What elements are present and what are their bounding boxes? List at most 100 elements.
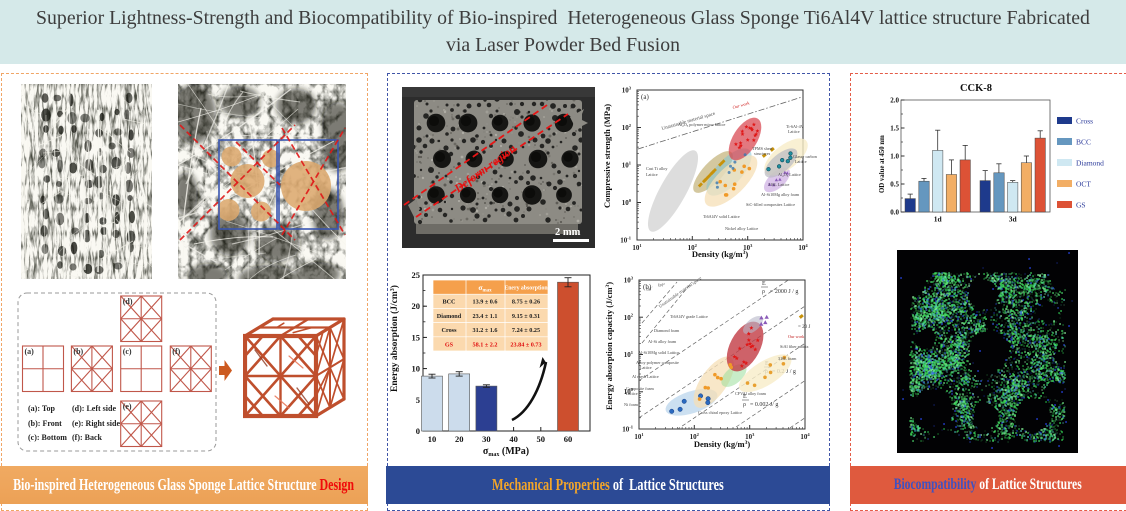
svg-text:Cast Ti alloy: Cast Ti alloy	[646, 166, 668, 171]
svg-text:SiC-filled composites Lattice: SiC-filled composites Lattice	[746, 202, 795, 207]
svg-text:101: 101	[624, 350, 634, 359]
svg-text:101: 101	[622, 160, 632, 169]
svg-text:23.4 ± 1.1: 23.4 ± 1.1	[472, 313, 497, 320]
svg-text:(f): (f)	[172, 347, 180, 356]
svg-text:102: 102	[688, 243, 698, 252]
svg-text:(a): (a)	[641, 93, 649, 101]
svg-text:104: 104	[800, 432, 810, 441]
svg-text:Alloy polymer composite: Alloy polymer composite	[636, 360, 679, 365]
svg-text:101: 101	[632, 243, 642, 252]
svg-text:Energy absorption capacity (J/: Energy absorption capacity (J/cm3)	[604, 282, 614, 410]
svg-text:3d: 3d	[1009, 215, 1018, 224]
svg-text:10: 10	[412, 364, 421, 374]
svg-text:Our work: Our work	[788, 334, 805, 339]
svg-text:Lattice: Lattice	[788, 129, 800, 134]
svg-text:2 mm: 2 mm	[555, 227, 581, 238]
svg-text:0.5: 0.5	[890, 181, 899, 189]
svg-text:40: 40	[509, 434, 518, 444]
svg-text:Nickel alloy Lattice: Nickel alloy Lattice	[725, 226, 758, 231]
svg-text:ρ: ρ	[762, 289, 765, 295]
svg-text:316L foam: 316L foam	[778, 356, 797, 361]
svg-text:Lattice: Lattice	[646, 172, 658, 177]
svg-text:Diamond foam: Diamond foam	[654, 328, 680, 333]
svg-text:20: 20	[412, 301, 421, 311]
svg-text:(d): Left side: (d): Left side	[72, 404, 116, 413]
svg-text:(e): Right side: (e): Right side	[72, 419, 120, 428]
svg-text:Diamond: Diamond	[1076, 159, 1104, 168]
svg-text:1.0: 1.0	[890, 153, 899, 161]
svg-text:= 0.002 J/ g: = 0.002 J/ g	[750, 402, 778, 408]
svg-text:Ni foam: Ni foam	[624, 402, 639, 407]
svg-text:10-1: 10-1	[622, 424, 633, 433]
svg-text:GS: GS	[1076, 201, 1086, 210]
svg-text:103: 103	[622, 85, 632, 94]
svg-text:20: 20	[455, 434, 464, 444]
svg-text:σmax (MPa): σmax (MPa)	[483, 446, 529, 458]
svg-text:(e): (e)	[123, 402, 132, 411]
svg-text:OCT: OCT	[1076, 180, 1091, 189]
svg-text:Ti6Al4V solid Lattice: Ti6Al4V solid Lattice	[703, 214, 740, 219]
svg-text:Al-Si alloy foam: Al-Si alloy foam	[648, 339, 677, 344]
svg-text:1d: 1d	[934, 215, 943, 224]
svg-text:102: 102	[622, 123, 632, 132]
svg-text:Lattice: Lattice	[626, 391, 638, 396]
svg-text:58.1 ± 2.2: 58.1 ± 2.2	[472, 341, 497, 348]
svg-text:SiAl fiber matrix: SiAl fiber matrix	[780, 344, 810, 349]
svg-text:0: 0	[416, 426, 420, 436]
svg-text:Diamond: Diamond	[437, 313, 462, 320]
svg-text:10-1: 10-1	[620, 235, 631, 244]
svg-text:BCC: BCC	[1076, 138, 1091, 147]
svg-text:31.2 ± 1.6: 31.2 ± 1.6	[472, 327, 497, 334]
svg-text:= 20 J: = 20 J	[798, 325, 810, 330]
svg-text:Cross: Cross	[441, 327, 457, 334]
svg-text:13.9 ± 0.6: 13.9 ± 0.6	[472, 299, 497, 306]
svg-text:102: 102	[624, 313, 634, 322]
svg-text:(a): Top: (a): Top	[28, 404, 55, 413]
svg-text:Our work: Our work	[732, 100, 751, 110]
svg-text:(c): Bottom: (c): Bottom	[28, 433, 67, 442]
svg-text:Al-Si10Mg alloy foam: Al-Si10Mg alloy foam	[761, 192, 800, 197]
svg-text:7.24 ± 0.25: 7.24 ± 0.25	[512, 327, 540, 334]
svg-text:0.0: 0.0	[890, 209, 899, 217]
svg-text:CCK-8: CCK-8	[960, 83, 992, 94]
svg-text:(d): (d)	[123, 297, 133, 306]
svg-text:(p)´: (p)´	[646, 286, 653, 291]
svg-text:15: 15	[412, 332, 421, 342]
svg-text:30: 30	[482, 434, 491, 444]
svg-text:100: 100	[624, 387, 634, 396]
svg-text:Al2O3 Lattice: Al2O3 Lattice	[778, 172, 801, 178]
svg-text:Ti-6Al-4V: Ti-6Al-4V	[786, 124, 804, 129]
svg-text:(b): (b)	[73, 347, 83, 356]
svg-text:Lattice: Lattice	[795, 159, 807, 164]
svg-text:Al mesh Lattice: Al mesh Lattice	[632, 374, 659, 379]
svg-text:102: 102	[690, 432, 700, 441]
svg-text:BCC: BCC	[442, 299, 455, 306]
svg-text:Composite foam: Composite foam	[626, 386, 655, 391]
svg-text:101: 101	[634, 432, 644, 441]
svg-text:2.0: 2.0	[890, 97, 899, 105]
svg-text:1.5: 1.5	[890, 125, 899, 133]
svg-text:structures: structures	[754, 151, 771, 156]
svg-text:Al-Si10Mg solid Lattice: Al-Si10Mg solid Lattice	[638, 350, 679, 355]
svg-text:8.75 ± 0.26: 8.75 ± 0.26	[512, 299, 540, 306]
svg-text:OD value at 450 nm: OD value at 450 nm	[879, 135, 886, 193]
svg-text:50: 50	[537, 434, 546, 444]
svg-text:9.15 ± 0.31: 9.15 ± 0.31	[512, 313, 540, 320]
svg-text:CFVAl alloy foam: CFVAl alloy foam	[735, 391, 767, 396]
svg-text:Lattice: Lattice	[640, 365, 652, 370]
svg-text:ρ: ρ	[743, 402, 746, 408]
svg-text:316L Lattice: 316L Lattice	[768, 182, 789, 187]
svg-text:103: 103	[743, 243, 753, 252]
svg-text:(b): (b)	[643, 283, 652, 291]
svg-text:Glassy carbon: Glassy carbon	[793, 154, 818, 159]
svg-text:(c): (c)	[123, 347, 132, 356]
svg-text:(f): Back: (f): Back	[72, 433, 103, 442]
svg-text:Compressive strength (MPa): Compressive strength (MPa)	[602, 104, 612, 208]
svg-text:103: 103	[624, 275, 634, 284]
svg-text:23.84 ± 0.73: 23.84 ± 0.73	[510, 341, 541, 348]
svg-text:= 2000 J / g: = 2000 J / g	[770, 289, 798, 295]
svg-text:Energy absorption (J/cm3): Energy absorption (J/cm3)	[389, 285, 400, 392]
svg-text:E: E	[743, 394, 747, 400]
svg-text:(p)²: (p)²	[658, 282, 665, 287]
svg-text:E: E	[762, 281, 766, 287]
